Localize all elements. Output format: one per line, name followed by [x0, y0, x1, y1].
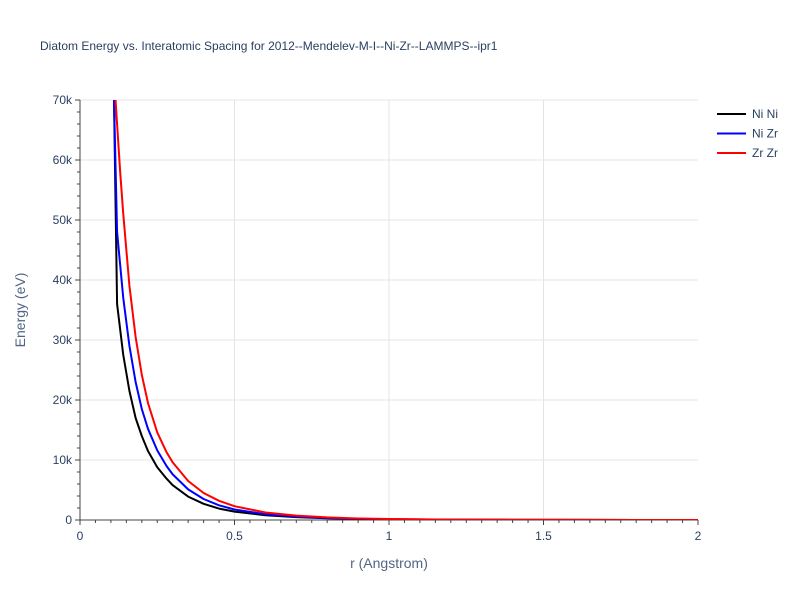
y-tick-label: 60k: [53, 153, 73, 167]
y-tick-label: 40k: [53, 273, 73, 287]
x-tick-label: 1: [386, 529, 393, 543]
x-tick-label: 0: [77, 529, 84, 543]
x-tick-label: 0.5: [226, 529, 243, 543]
ticks-layer: 0 0.5 1 1.5 2 0 10k 20k 30k 40k 50k 60k 70k: [53, 93, 702, 543]
legend-item-ni-zr[interactable]: Ni Zr: [717, 127, 778, 141]
series-line-zr-zr: [114, 100, 698, 520]
legend-label: Zr Zr: [752, 146, 778, 160]
legend-item-ni-ni[interactable]: Ni Ni: [717, 107, 778, 121]
series-layer: [112, 100, 698, 520]
legend-label: Ni Zr: [752, 127, 778, 141]
x-tick-label: 2: [695, 529, 702, 543]
y-tick-label: 0: [65, 513, 72, 527]
y-tick-label: 30k: [53, 333, 73, 347]
y-axis-title: Energy (eV): [12, 273, 28, 348]
y-tick-label: 10k: [53, 453, 73, 467]
grid-layer: [80, 99, 698, 520]
legend[interactable]: Ni Ni Ni Zr Zr Zr: [717, 107, 778, 160]
legend-item-zr-zr[interactable]: Zr Zr: [717, 146, 778, 160]
legend-label: Ni Ni: [752, 107, 778, 121]
x-axis-title: r (Angstrom): [350, 555, 428, 571]
y-tick-label: 50k: [53, 213, 73, 227]
x-tick-label: 1.5: [535, 529, 552, 543]
chart-title: Diatom Energy vs. Interatomic Spacing fo…: [40, 39, 498, 53]
y-tick-label: 70k: [53, 93, 73, 107]
y-tick-label: 20k: [53, 393, 73, 407]
